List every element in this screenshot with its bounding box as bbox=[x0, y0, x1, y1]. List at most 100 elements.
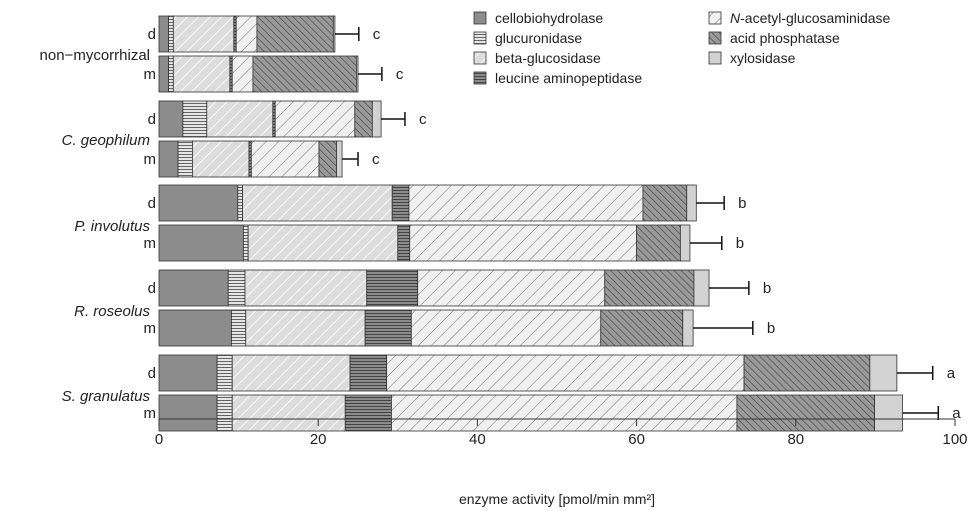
bar-segment-non-mycorrhizal-d-glucuronidase bbox=[168, 15, 174, 53]
significance-label-p-involutus-d: b bbox=[738, 195, 746, 212]
bar-segment-r-roseolus-m-acid-phosphatase bbox=[600, 309, 684, 347]
significance-label-s-granulatus-m: a bbox=[952, 405, 961, 422]
bar-segment-r-roseolus-m-glucuronidase bbox=[231, 309, 247, 347]
x-tick-label-60: 60 bbox=[628, 431, 645, 448]
bar-segment-s-granulatus-d-leucine-aminopeptidase bbox=[349, 354, 388, 392]
significance-label-non-mycorrhizal-d: c bbox=[373, 26, 381, 43]
legend-swatch-beta-glucosidase bbox=[473, 51, 487, 65]
bar-segment-p-involutus-m-cellobiohydrolase bbox=[158, 224, 244, 262]
bar-segment-c-geophilum-m-xylosidase bbox=[336, 140, 343, 178]
legend: cellobiohydrolase glucuronidase beta-gluco… bbox=[473, 10, 891, 86]
significance-label-r-roseolus-d: b bbox=[763, 280, 771, 297]
bar-segment-s-granulatus-m-beta-glucosidase bbox=[231, 394, 346, 432]
bar-segment-c-geophilum-d-glucuronidase bbox=[182, 100, 208, 138]
group-label-c-geophilum: C. geophilum bbox=[62, 132, 150, 149]
legend-swatch-cellobiohydrolase bbox=[473, 11, 487, 25]
legend-swatch-acid-phosphatase bbox=[708, 31, 722, 45]
legend-label-acid-phosphatase: acid phosphatase bbox=[730, 30, 840, 46]
significance-label-c-geophilum-d: c bbox=[419, 111, 427, 128]
bar-segment-non-mycorrhizal-m-beta-glucosidase bbox=[172, 55, 231, 93]
plot-area: non−mycorrhizal d c m c C. geophilum d c m c P. in… bbox=[40, 15, 961, 432]
bar-label-p-involutus-m: m bbox=[144, 235, 157, 252]
group-label-r-roseolus: R. roseolus bbox=[74, 303, 150, 320]
legend-swatch-n-acetyl-glucosaminidase bbox=[708, 11, 722, 25]
significance-label-p-involutus-m: b bbox=[736, 235, 744, 252]
bar-segment-p-involutus-d-glucuronidase bbox=[237, 184, 243, 222]
bar-label-r-roseolus-d: d bbox=[148, 280, 156, 297]
bar-segment-p-involutus-d-xylosidase bbox=[686, 184, 697, 222]
bar-segment-r-roseolus-m-cellobiohydrolase bbox=[158, 309, 232, 347]
bar-segment-p-involutus-m-beta-glucosidase bbox=[247, 224, 399, 262]
bar-segment-r-roseolus-d-xylosidase bbox=[693, 269, 710, 307]
bar-segment-non-mycorrhizal-m-xylosidase bbox=[356, 55, 359, 93]
bar-segment-p-involutus-d-acid-phosphatase bbox=[642, 184, 688, 222]
bar-segment-p-involutus-d-beta-glucosidase bbox=[242, 184, 393, 222]
legend-swatch-leucine-aminopeptidase bbox=[473, 71, 487, 85]
bar-segment-c-geophilum-m-n-acetyl-glucosaminidase bbox=[250, 140, 320, 178]
bar-segment-c-geophilum-m-beta-glucosidase bbox=[192, 140, 250, 178]
bar-segment-s-granulatus-d-xylosidase bbox=[869, 354, 898, 392]
bar-segment-non-mycorrhizal-m-cellobiohydrolase bbox=[158, 55, 169, 93]
x-tick-label-20: 20 bbox=[310, 431, 327, 448]
bar-segment-c-geophilum-d-acid-phosphatase bbox=[354, 100, 373, 138]
bar-segment-p-involutus-m-xylosidase bbox=[679, 224, 691, 262]
bar-segment-non-mycorrhizal-d-beta-glucosidase bbox=[172, 15, 235, 53]
legend-swatch-xylosidase bbox=[708, 51, 722, 65]
bar-segment-non-mycorrhizal-m-n-acetyl-glucosaminidase bbox=[231, 55, 254, 93]
bar-label-c-geophilum-d: d bbox=[148, 111, 156, 128]
x-tick-label-80: 80 bbox=[787, 431, 804, 448]
bar-label-s-granulatus-m: m bbox=[144, 405, 157, 422]
bar-segment-non-mycorrhizal-m-glucuronidase bbox=[168, 55, 174, 93]
bar-segment-non-mycorrhizal-d-acid-phosphatase bbox=[256, 15, 334, 53]
bar-segment-r-roseolus-d-glucuronidase bbox=[227, 269, 246, 307]
legend-label-xylosidase: xylosidase bbox=[730, 50, 796, 66]
group-label-non-mycorrhizal: non−mycorrhizal bbox=[40, 47, 150, 64]
bar-segment-s-granulatus-d-n-acetyl-glucosaminidase bbox=[386, 354, 745, 392]
bar-segment-r-roseolus-m-n-acetyl-glucosaminidase bbox=[410, 309, 602, 347]
x-tick-label-100: 100 bbox=[942, 431, 967, 448]
bar-segment-r-roseolus-d-beta-glucosidase bbox=[244, 269, 368, 307]
legend-label-cellobiohydrolase: cellobiohydrolase bbox=[495, 10, 603, 26]
bar-segment-p-involutus-d-leucine-aminopeptidase bbox=[391, 184, 410, 222]
x-axis-title: enzyme activity [pmol/min mm²] bbox=[459, 491, 655, 507]
significance-label-r-roseolus-m: b bbox=[767, 320, 775, 337]
legend-swatch-glucuronidase bbox=[473, 31, 487, 45]
bar-segment-r-roseolus-d-acid-phosphatase bbox=[604, 269, 695, 307]
bar-segment-s-granulatus-m-acid-phosphatase bbox=[736, 394, 876, 432]
bar-label-p-involutus-d: d bbox=[148, 195, 156, 212]
bar-segment-p-involutus-m-leucine-aminopeptidase bbox=[397, 224, 411, 262]
bar-label-s-granulatus-d: d bbox=[148, 365, 156, 382]
bar-segment-r-roseolus-d-cellobiohydrolase bbox=[158, 269, 229, 307]
bar-segment-c-geophilum-d-xylosidase bbox=[371, 100, 382, 138]
bar-segment-s-granulatus-m-leucine-aminopeptidase bbox=[344, 394, 392, 432]
bar-segment-p-involutus-m-n-acetyl-glucosaminidase bbox=[409, 224, 637, 262]
bar-label-r-roseolus-m: m bbox=[144, 320, 157, 337]
bar-segment-p-involutus-m-glucuronidase bbox=[242, 224, 249, 262]
bar-label-non-mycorrhizal-d: d bbox=[148, 26, 156, 43]
bar-segment-s-granulatus-d-cellobiohydrolase bbox=[158, 354, 218, 392]
bar-segment-p-involutus-d-n-acetyl-glucosaminidase bbox=[408, 184, 644, 222]
bar-segment-non-mycorrhizal-d-n-acetyl-glucosaminidase bbox=[235, 15, 258, 53]
bar-segment-c-geophilum-d-n-acetyl-glucosaminidase bbox=[274, 100, 356, 138]
significance-label-non-mycorrhizal-m: c bbox=[396, 66, 404, 83]
bar-segment-c-geophilum-d-cellobiohydrolase bbox=[158, 100, 184, 138]
bar-segment-s-granulatus-d-acid-phosphatase bbox=[743, 354, 871, 392]
bar-segment-s-granulatus-d-glucuronidase bbox=[216, 354, 233, 392]
bar-segment-c-geophilum-m-glucuronidase bbox=[177, 140, 193, 178]
bar-segment-non-mycorrhizal-d-cellobiohydrolase bbox=[158, 15, 169, 53]
group-label-p-involutus: P. involutus bbox=[74, 218, 150, 235]
group-label-s-granulatus: S. granulatus bbox=[62, 388, 151, 405]
significance-label-c-geophilum-m: c bbox=[372, 151, 380, 168]
bar-segment-r-roseolus-m-leucine-aminopeptidase bbox=[364, 309, 412, 347]
bar-segment-r-roseolus-m-xylosidase bbox=[682, 309, 694, 347]
bar-segment-non-mycorrhizal-m-acid-phosphatase bbox=[252, 55, 357, 93]
bar-segment-s-granulatus-m-cellobiohydrolase bbox=[158, 394, 218, 432]
legend-label-n-acetyl-glucosaminidase: N-acetyl-glucosaminidase bbox=[730, 10, 891, 26]
x-tick-label-0: 0 bbox=[155, 431, 163, 448]
bar-segment-p-involutus-m-acid-phosphatase bbox=[636, 224, 681, 262]
bar-segment-c-geophilum-d-beta-glucosidase bbox=[206, 100, 274, 138]
bar-segment-p-involutus-d-cellobiohydrolase bbox=[158, 184, 239, 222]
bar-segment-c-geophilum-m-cellobiohydrolase bbox=[158, 140, 179, 178]
bar-segment-s-granulatus-m-glucuronidase bbox=[216, 394, 233, 432]
